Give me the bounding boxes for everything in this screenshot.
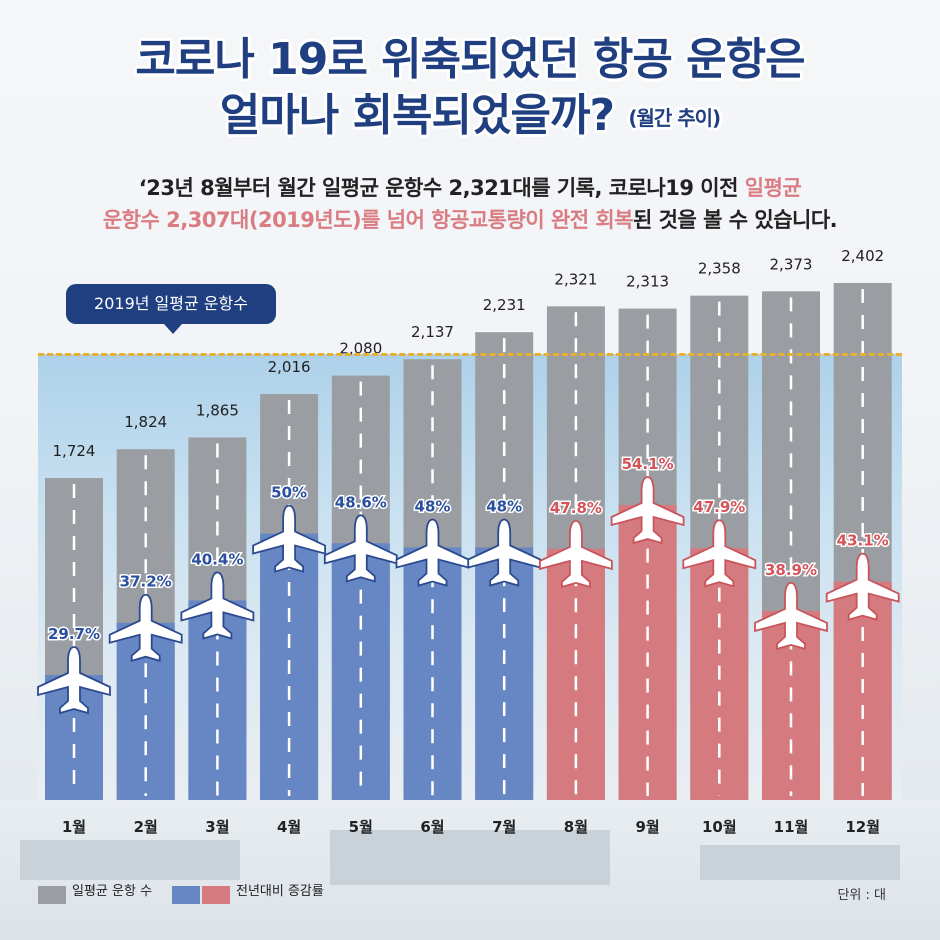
page-title-text: 얼마나 회복되었을까? (219, 90, 615, 141)
description-line2: 운항수 2,307대(2019년도)를 넘어 항공교통량이 완전 회복된 것을 … (0, 204, 940, 236)
description-text: 된 것을 볼 수 있습니다. (633, 208, 838, 232)
legend-swatch-red (202, 886, 230, 904)
plane-icon (323, 514, 398, 583)
month-label: 12월 (845, 818, 880, 836)
page-title-line2: 얼마나 회복되었을까? (월간 추이) (0, 88, 940, 146)
count-label: 2,137 (411, 323, 454, 341)
rate-label: 48.6% (335, 493, 387, 511)
count-label: 2,231 (483, 296, 526, 314)
month-label: 9월 (635, 818, 659, 836)
plane-icon (37, 646, 111, 715)
rate-label: 38.9% (765, 561, 817, 579)
count-label: 2,016 (268, 358, 311, 376)
count-label: 1,824 (124, 413, 167, 431)
rate-label: 47.8% (550, 499, 602, 517)
legend-swatch-blue (172, 886, 200, 904)
month-label: 10월 (702, 818, 737, 836)
rate-label: 50% (271, 484, 307, 502)
legend-gray-label: 일평균 운항 수 (72, 884, 153, 899)
month-label: 3월 (205, 818, 229, 836)
title-note: (월간 추이) (628, 106, 721, 130)
legend-rate-label: 전년대비 증감률 (236, 884, 324, 899)
plane-icon (252, 504, 327, 573)
plane-icon (825, 552, 900, 621)
page-title-line1: 코로나 19로 위축되었던 항공 운항은 (135, 34, 805, 85)
description-text: ‘23년 8월부터 월간 일평균 운항수 2,321대를 기록, 코로나19 이… (138, 176, 745, 200)
reference-line (38, 353, 902, 356)
rate-label: 40.4% (191, 550, 243, 568)
count-label: 1,724 (53, 442, 96, 460)
month-label: 5월 (349, 818, 373, 836)
plane-icon (754, 582, 828, 651)
rate-label: 29.7% (48, 625, 100, 643)
month-label: 4월 (277, 818, 301, 836)
month-label: 8월 (564, 818, 588, 836)
count-label: 2,321 (554, 270, 597, 288)
count-label: 1,865 (196, 401, 239, 419)
plane-icon (467, 518, 542, 587)
month-label: 11월 (774, 818, 809, 836)
count-label: 2,373 (770, 255, 813, 273)
count-label: 2,358 (698, 260, 741, 278)
month-label: 7월 (492, 818, 516, 836)
rate-label: 48% (415, 498, 451, 516)
description-highlight: 운항수 2,307대(2019년도)를 넘어 항공교통량이 완전 회복 (102, 208, 634, 232)
reference-callout: 2019년 일평균 운항수 (66, 284, 276, 334)
sky-band (38, 354, 902, 800)
month-label: 2월 (134, 818, 158, 836)
count-label: 2,402 (841, 247, 884, 265)
rate-label: 48% (486, 498, 522, 516)
month-label: 6월 (420, 818, 444, 836)
description-highlight: 일평균 (744, 176, 802, 200)
plane-icon (180, 571, 255, 640)
rate-label: 43.1% (837, 532, 889, 550)
month-label: 1월 (62, 818, 86, 836)
airport-background (0, 800, 940, 940)
unit-label: 단위 : 대 (837, 888, 886, 903)
plane-icon (539, 519, 613, 589)
rate-label: 47.9% (693, 498, 745, 516)
rate-label: 37.2% (120, 573, 172, 591)
legend-swatch-gray (38, 886, 66, 904)
rate-label: 54.1% (622, 455, 674, 473)
count-label: 2,313 (626, 273, 669, 291)
plane-icon (108, 593, 183, 662)
plane-icon (610, 476, 685, 545)
description-line1: ‘23년 8월부터 월간 일평균 운항수 2,321대를 기록, 코로나19 이… (0, 172, 940, 204)
plane-icon (682, 519, 757, 588)
plane-icon (395, 518, 470, 587)
